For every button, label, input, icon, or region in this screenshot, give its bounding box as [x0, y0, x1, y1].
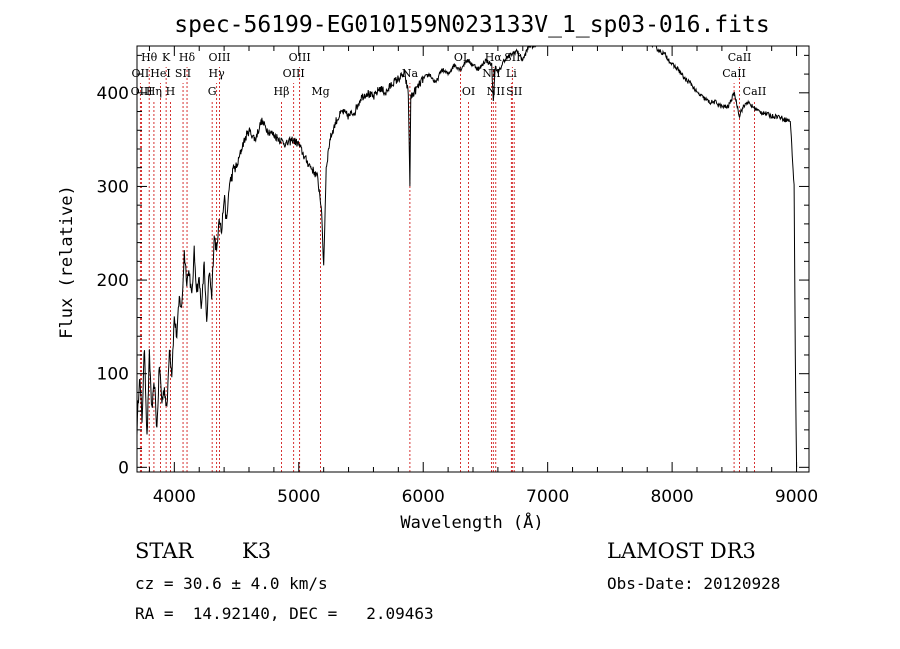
y-axis-label: Flux (relative)	[57, 185, 77, 339]
marker-label-5: Hη	[146, 85, 162, 98]
chart-title: spec-56199-EG010159N023133V_1_sp03-016.f…	[174, 12, 769, 38]
plot-frame	[136, 45, 810, 473]
y-axis-ticks: 0 100 200 300 400	[97, 54, 809, 478]
spectrum-series-line	[137, 46, 798, 468]
marker-label-17: OI	[454, 51, 467, 64]
redshift-value: cz = 30.6 ± 4.0 km/s	[135, 574, 328, 593]
marker-label-22: SII	[504, 51, 520, 64]
marker-label-9: OIII	[208, 51, 230, 64]
marker-label-0: Hθ	[141, 51, 158, 64]
object-type: STAR	[135, 539, 194, 563]
marker-label-24: SII	[506, 85, 522, 98]
survey-name: LAMOST DR3	[607, 539, 756, 563]
marker-label-19: Hα	[485, 51, 503, 64]
marker-label-11: G	[208, 85, 217, 98]
y-tick-label-2: 200	[97, 271, 129, 291]
marker-label-12: OIII	[289, 51, 311, 64]
x-tick-label-5: 9000	[775, 487, 818, 507]
marker-label-10: Hγ	[209, 67, 226, 80]
x-axis-ticks: 4000 5000 6000 7000 8000 9000	[148, 46, 818, 507]
marker-label-1: OII	[132, 67, 150, 80]
observation-date: Obs-Date: 20120928	[607, 574, 781, 593]
x-tick-label-1: 5000	[277, 487, 320, 507]
marker-label-21: NII	[487, 85, 505, 98]
x-axis-label: Wavelength (Å)	[400, 511, 543, 533]
x-tick-label-3: 7000	[526, 487, 569, 507]
plot-area	[137, 46, 798, 468]
x-tick-label-4: 8000	[650, 487, 693, 507]
spectral-line-markers: Hθ OII OIII K HeI Hη Hδ SII H OIII Hγ G OIII OIII Hβ Mg…	[131, 51, 767, 472]
marker-label-2: OIII	[131, 85, 153, 98]
marker-label-15: Mg	[311, 85, 329, 98]
marker-label-3: K	[162, 51, 171, 64]
sky-coordinates: RA = 14.92140, DEC = 2.09463	[135, 604, 434, 623]
y-tick-label-3: 300	[97, 177, 129, 197]
marker-label-13: OIII	[283, 67, 305, 80]
marker-label-7: SII	[175, 67, 191, 80]
marker-label-4: HeI	[150, 67, 170, 80]
y-tick-label-0: 0	[118, 458, 129, 478]
y-tick-label-4: 400	[97, 84, 129, 104]
marker-label-26: CaII	[722, 67, 746, 80]
marker-label-27: CaII	[743, 85, 767, 98]
x-tick-label-0: 4000	[153, 487, 196, 507]
x-tick-label-2: 6000	[402, 487, 445, 507]
marker-label-16: Na	[402, 67, 419, 80]
marker-label-25: CaII	[728, 51, 752, 64]
marker-label-23: Li	[506, 67, 517, 80]
marker-label-8: H	[166, 85, 176, 98]
marker-label-18: OI	[462, 85, 475, 98]
object-subclass: K3	[242, 539, 272, 563]
y-tick-label-1: 100	[97, 365, 129, 385]
marker-label-6: Hδ	[179, 51, 196, 64]
marker-label-14: Hβ	[274, 85, 290, 98]
